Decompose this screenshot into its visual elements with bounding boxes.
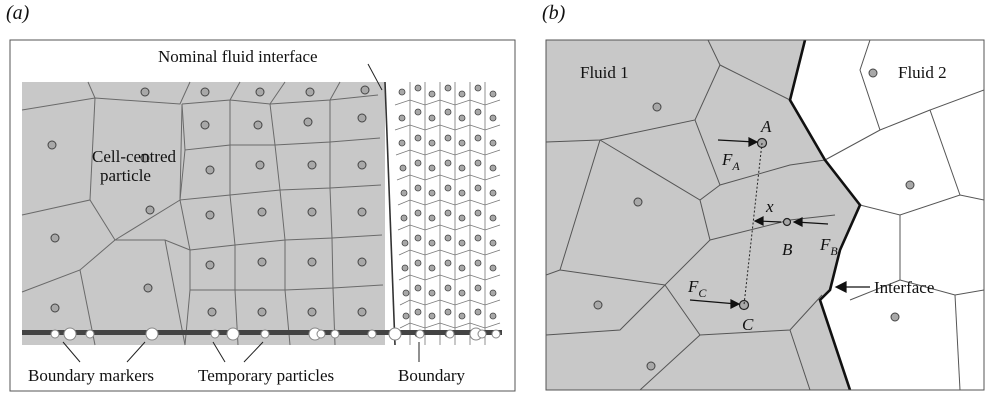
- point-c-label: C: [742, 315, 754, 334]
- fluid-1-region: [22, 82, 385, 345]
- fluid-2-region-b: [790, 40, 984, 390]
- force-c-label: FC: [687, 277, 707, 300]
- voronoi-cells-small: [394, 82, 501, 345]
- panel-b: Fluid 1 Fluid 2 Interface A B C x FA FB …: [545, 39, 985, 391]
- temporary-particles-label: Temporary particles: [198, 366, 334, 385]
- particles-b: [593, 68, 915, 371]
- point-a-label: A: [760, 117, 772, 136]
- force-arrows: [689, 137, 870, 309]
- fluid-2-label: Fluid 2: [898, 63, 947, 82]
- boundary-markers: [50, 327, 501, 341]
- panel-b-letter: (b): [542, 2, 566, 24]
- force-b-label: FB: [819, 235, 838, 258]
- nominal-interface-line: [384, 81, 396, 346]
- panel-a-letter: (a): [6, 2, 30, 24]
- panel-a: Nominal fluid interface Cell-centred part…: [9, 39, 516, 392]
- distance-x-label: x: [765, 197, 774, 216]
- nominal-interface-label: Nominal fluid interface: [158, 47, 318, 66]
- particle-b: [782, 217, 792, 227]
- fluid-1-label: Fluid 1: [580, 63, 629, 82]
- force-a-label: FA: [721, 150, 740, 173]
- connector-ac: [743, 142, 763, 306]
- point-b-label: B: [782, 240, 793, 259]
- interface-label-b: Interface: [874, 278, 934, 297]
- voronoi-cells-large: [21, 81, 384, 346]
- particles-large: [47, 85, 370, 317]
- cell-particle-label: Cell-centred particle: [92, 147, 177, 185]
- fluid-2-region: [385, 82, 502, 345]
- particle-c: [738, 299, 750, 311]
- boundary-label: Boundary: [398, 366, 466, 385]
- annotation-arrows: [62, 63, 420, 363]
- panel-b-frame: [545, 39, 985, 391]
- boundary-markers-label: Boundary markers: [28, 366, 154, 385]
- interface-line-b: [788, 40, 862, 390]
- voronoi-cells-b: [546, 40, 984, 390]
